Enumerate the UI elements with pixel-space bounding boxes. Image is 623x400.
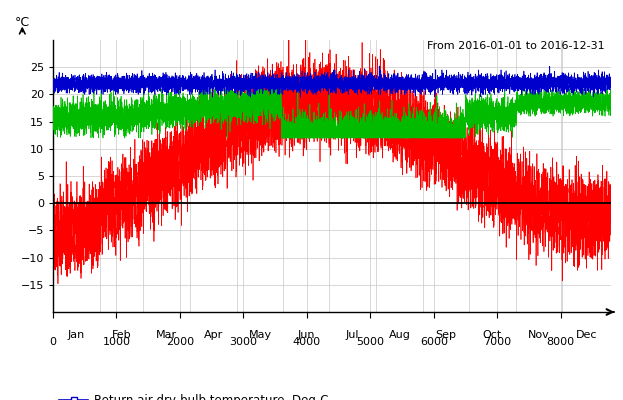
Text: Aug: Aug — [389, 330, 411, 340]
Text: From 2016-01-01 to 2016-12-31: From 2016-01-01 to 2016-12-31 — [427, 41, 605, 51]
Text: Jul: Jul — [346, 330, 359, 340]
Text: °C: °C — [15, 16, 30, 29]
Text: Oct: Oct — [483, 330, 502, 340]
Text: Sep: Sep — [435, 330, 457, 340]
Text: May: May — [249, 330, 272, 340]
Text: Mar: Mar — [156, 330, 177, 340]
Text: Apr: Apr — [204, 330, 223, 340]
Text: Jun: Jun — [297, 330, 315, 340]
Text: Nov: Nov — [528, 330, 550, 340]
Text: Dec: Dec — [576, 330, 597, 340]
Text: Feb: Feb — [112, 330, 131, 340]
Legend: Return air dry-bulb temperature, Deg-C, Supply air dry-bulb temperature, Deg-C, : Return air dry-bulb temperature, Deg-C, … — [59, 394, 335, 400]
Text: Jan: Jan — [68, 330, 85, 340]
